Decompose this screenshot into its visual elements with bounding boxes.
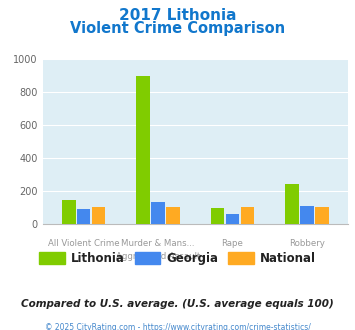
Bar bbox=[62, 200, 76, 224]
Bar bbox=[77, 209, 91, 224]
Bar bbox=[300, 206, 314, 224]
Bar bbox=[241, 207, 254, 224]
Bar bbox=[315, 207, 329, 224]
Text: Compared to U.S. average. (U.S. average equals 100): Compared to U.S. average. (U.S. average … bbox=[21, 299, 334, 309]
Text: Murder & Mans...: Murder & Mans... bbox=[121, 239, 195, 248]
Bar bbox=[285, 184, 299, 224]
Bar bbox=[136, 76, 150, 224]
Text: 2017 Lithonia: 2017 Lithonia bbox=[119, 8, 236, 23]
Text: © 2025 CityRating.com - https://www.cityrating.com/crime-statistics/: © 2025 CityRating.com - https://www.city… bbox=[45, 323, 310, 330]
Text: Robbery: Robbery bbox=[289, 239, 325, 248]
Bar bbox=[151, 202, 165, 224]
Text: Rape: Rape bbox=[222, 239, 244, 248]
Bar bbox=[166, 207, 180, 224]
Text: Violent Crime Comparison: Violent Crime Comparison bbox=[70, 21, 285, 36]
Bar bbox=[211, 208, 224, 224]
Text: Aggravated Assault: Aggravated Assault bbox=[116, 252, 200, 261]
Legend: Lithonia, Georgia, National: Lithonia, Georgia, National bbox=[34, 247, 321, 270]
Bar bbox=[92, 207, 105, 224]
Text: All Violent Crime: All Violent Crime bbox=[48, 239, 119, 248]
Bar bbox=[226, 214, 239, 224]
